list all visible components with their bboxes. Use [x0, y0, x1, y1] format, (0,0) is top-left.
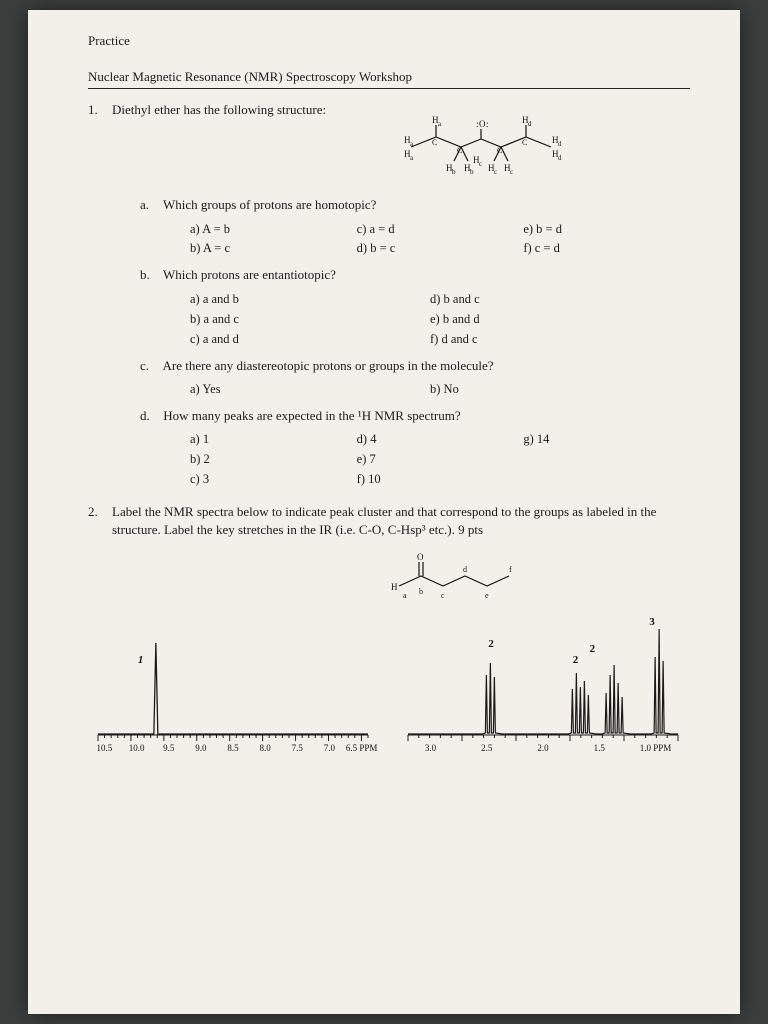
opt: b) A = c	[190, 240, 357, 257]
svg-text:a: a	[438, 120, 442, 128]
svg-text:H: H	[391, 582, 398, 592]
svg-text:2.0: 2.0	[537, 743, 549, 753]
svg-text:f: f	[509, 565, 512, 574]
svg-text:C: C	[432, 138, 438, 147]
svg-text:d: d	[558, 140, 562, 148]
q1d-text: How many peaks are expected in the ¹H NM…	[163, 408, 460, 423]
opt: e) b and d	[430, 311, 670, 328]
svg-text:1: 1	[138, 654, 144, 666]
svg-text:b: b	[452, 168, 456, 176]
opt: d) 4	[357, 431, 524, 448]
q2-structure: O H a b c d e f	[208, 546, 690, 611]
svg-text:1.0 PPM: 1.0 PPM	[640, 743, 672, 753]
svg-text:2: 2	[590, 643, 596, 655]
svg-text:8.5: 8.5	[227, 743, 239, 753]
q1c-label: c.	[140, 357, 160, 375]
practice-label: Practice	[88, 32, 690, 50]
q1-text: Diethyl ether has the following structur…	[112, 102, 326, 117]
svg-text:c: c	[441, 591, 445, 600]
svg-text:9.0: 9.0	[195, 743, 207, 753]
q1d-options: a) 1 b) 2 c) 3 d) 4 e) 7 f) 10 g) 14	[190, 428, 690, 491]
svg-text:C: C	[522, 138, 528, 147]
svg-text:O: O	[417, 552, 424, 562]
opt: e) b = d	[523, 221, 690, 238]
q1b-text: Which protons are entantiotopic?	[163, 267, 336, 282]
svg-text:b: b	[419, 587, 423, 596]
opt: c) a = d	[357, 221, 524, 238]
opt: g) 14	[523, 431, 690, 448]
nmr-spectrum-right: 3.02.52.01.51.0 PPM2223	[398, 617, 690, 772]
svg-text:3: 3	[649, 617, 655, 628]
svg-text:8.0: 8.0	[260, 743, 272, 753]
opt: b) a and c	[190, 311, 430, 328]
opt: b) 2	[190, 451, 357, 468]
q1d-label: d.	[140, 407, 160, 425]
svg-text:2.5: 2.5	[481, 743, 493, 753]
q2-text: Label the NMR spectra below to indicate …	[112, 503, 690, 538]
opt: d) b and c	[430, 291, 670, 308]
opt: f) 10	[357, 471, 524, 488]
opt: d) b = c	[357, 240, 524, 257]
q1b-options: a) a and b b) a and c c) a and d d) b an…	[190, 288, 690, 351]
opt: a) A = b	[190, 221, 357, 238]
svg-text:e: e	[485, 591, 489, 600]
svg-text:3.0: 3.0	[425, 743, 437, 753]
svg-text:c: c	[479, 160, 483, 168]
svg-text:a: a	[403, 591, 407, 600]
svg-text:1.5: 1.5	[594, 743, 606, 753]
svg-text:a: a	[410, 140, 414, 148]
q1a-options: a) A = b b) A = c c) a = d d) b = c e) b…	[190, 218, 690, 261]
page-title: Nuclear Magnetic Resonance (NMR) Spectro…	[88, 68, 690, 90]
opt: a) a and b	[190, 291, 430, 308]
opt: f) c = d	[523, 240, 690, 257]
svg-text::O:: :O:	[476, 119, 489, 129]
svg-text:2: 2	[488, 638, 494, 650]
svg-text:7.0: 7.0	[324, 743, 336, 753]
opt: a) Yes	[190, 381, 430, 398]
svg-text:c: c	[510, 168, 514, 176]
q1c-options: a) Yes b) No	[190, 378, 690, 401]
svg-text:6.5 PPM: 6.5 PPM	[346, 743, 378, 753]
svg-text:9.5: 9.5	[163, 743, 175, 753]
opt: e) 7	[357, 451, 524, 468]
nmr-spectrum-left: 10.5 10.0 9.5 9.0 8.5 8.0 7.5 7.0 6.5 PPM 1	[88, 617, 380, 772]
svg-text:7.5: 7.5	[292, 743, 304, 753]
opt: b) No	[430, 381, 670, 398]
svg-text:10.5: 10.5	[97, 743, 113, 753]
svg-text:b: b	[470, 168, 474, 176]
svg-text:d: d	[463, 565, 467, 574]
q1a-text: Which groups of protons are homotopic?	[163, 197, 376, 212]
q1-number: 1.	[88, 101, 112, 491]
svg-text:c: c	[494, 168, 498, 176]
q1b-label: b.	[140, 266, 160, 284]
q2-number: 2.	[88, 503, 112, 538]
svg-text:d: d	[528, 120, 532, 128]
q1c-text: Are there any diastereotopic protons or …	[163, 358, 494, 373]
opt: a) 1	[190, 431, 357, 448]
svg-text:10.0: 10.0	[129, 743, 145, 753]
svg-text:a: a	[410, 154, 414, 162]
svg-text:C: C	[457, 146, 463, 155]
opt: c) a and d	[190, 331, 430, 348]
q1a-label: a.	[140, 196, 160, 214]
opt: f) d and c	[430, 331, 670, 348]
opt: c) 3	[190, 471, 357, 488]
svg-text:2: 2	[573, 654, 579, 666]
diethyl-ether-structure: Ha Ha Ha :O: Hd Hd Hd Hb Hb Hc Hc Hc C C	[272, 113, 690, 188]
svg-text:d: d	[558, 154, 562, 162]
svg-text:C: C	[497, 146, 503, 155]
